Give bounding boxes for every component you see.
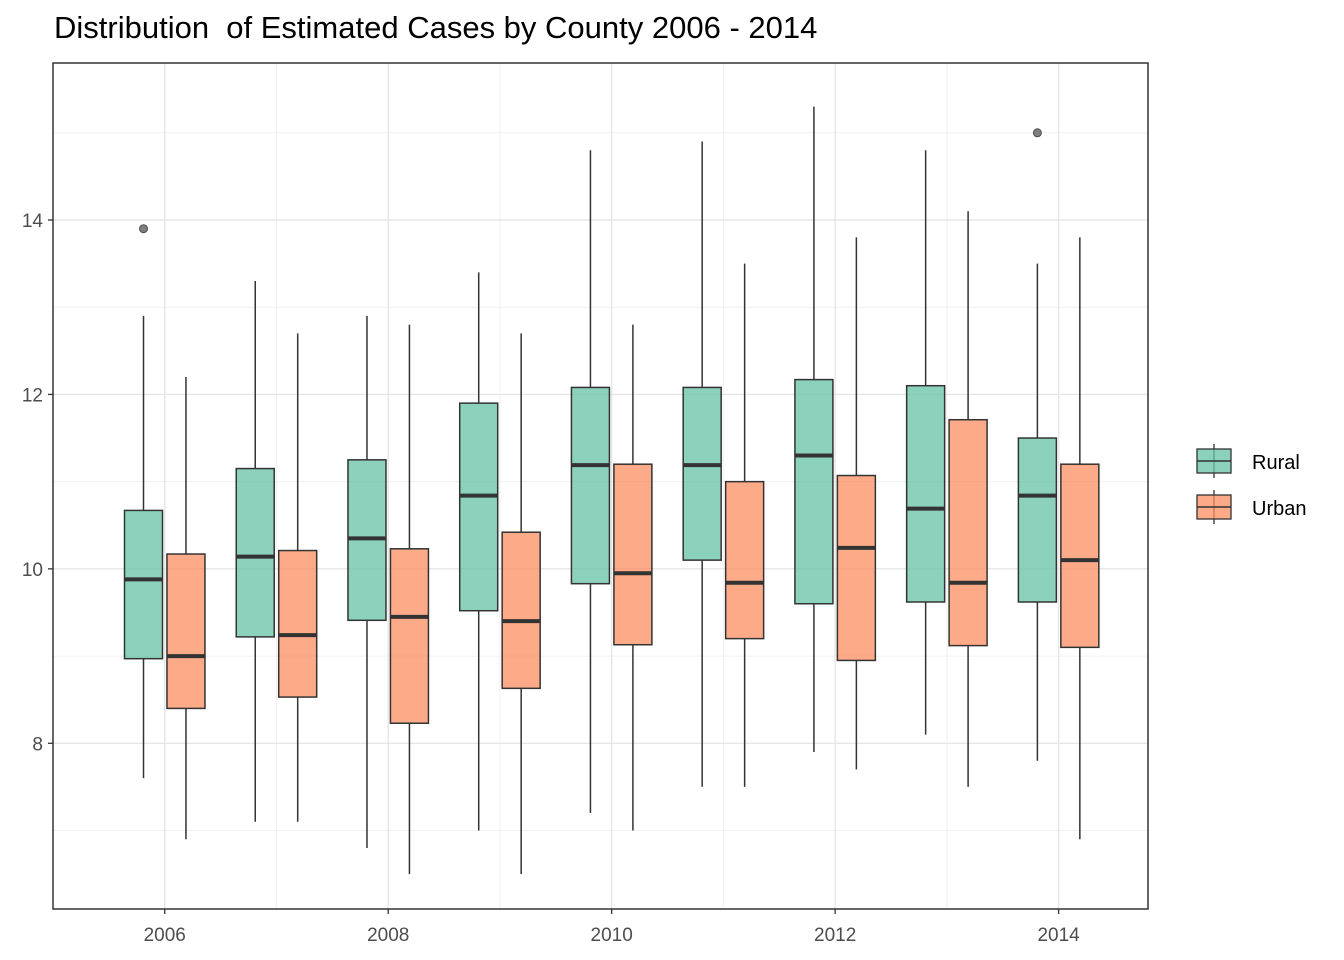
panel-border	[52, 62, 1149, 910]
x-tick-label: 2008	[367, 925, 409, 946]
legend-label-rural: Rural	[1252, 452, 1300, 474]
y-tick-label: 10	[22, 560, 43, 581]
iqr-box	[948, 418, 988, 647]
iqr-box	[501, 531, 541, 690]
urban-box-2010	[613, 324, 653, 831]
iqr-box	[123, 509, 164, 660]
urban-box-2008	[389, 324, 430, 875]
iqr-box	[836, 474, 877, 662]
chart-title: Distribution of Estimated Cases by Count…	[54, 10, 818, 45]
urban-box-2011	[724, 263, 765, 787]
outlier-point	[139, 224, 149, 234]
iqr-box	[1017, 437, 1058, 603]
iqr-box	[389, 548, 430, 724]
iqr-box	[905, 384, 946, 603]
iqr-box	[724, 480, 765, 640]
urban-box-2009	[501, 333, 541, 875]
urban-box-2014	[1060, 237, 1100, 840]
iqr-box	[794, 378, 834, 605]
y-tick-label: 12	[22, 385, 43, 406]
iqr-box	[1060, 463, 1100, 649]
iqr-box	[166, 553, 206, 710]
legend-key-rural	[1196, 444, 1232, 478]
rural-box-2008	[347, 315, 387, 848]
iqr-box	[235, 467, 275, 638]
iqr-box	[613, 463, 653, 646]
legend: Rural Urban	[1196, 444, 1306, 524]
urban-box-2013	[948, 211, 988, 787]
rural-box-2010	[570, 150, 611, 814]
iqr-box	[277, 549, 318, 698]
y-tick-label: 14	[22, 211, 44, 232]
urban-box-2012	[836, 237, 877, 770]
rural-box-2007	[235, 281, 275, 822]
x-tick-label: 2014	[1037, 925, 1080, 946]
rural-box-2012	[794, 106, 834, 753]
x-tick-label: 2012	[814, 925, 856, 946]
iqr-box	[570, 386, 611, 585]
rural-box-2006	[123, 224, 164, 779]
legend-label-urban: Urban	[1252, 498, 1306, 520]
x-tick-label: 2010	[591, 925, 633, 946]
iqr-box	[682, 386, 722, 561]
rural-box-2013	[905, 150, 946, 735]
urban-box-2006	[166, 376, 206, 840]
rural-box-2014	[1017, 128, 1058, 761]
rural-box-2009	[458, 272, 499, 831]
legend-key-urban	[1196, 490, 1232, 524]
y-tick-label: 8	[32, 734, 43, 755]
x-tick-label: 2006	[144, 925, 186, 946]
urban-box-2007	[277, 333, 318, 822]
iqr-box	[458, 402, 499, 612]
outlier-point	[1032, 128, 1042, 138]
rural-box-2011	[682, 141, 722, 787]
